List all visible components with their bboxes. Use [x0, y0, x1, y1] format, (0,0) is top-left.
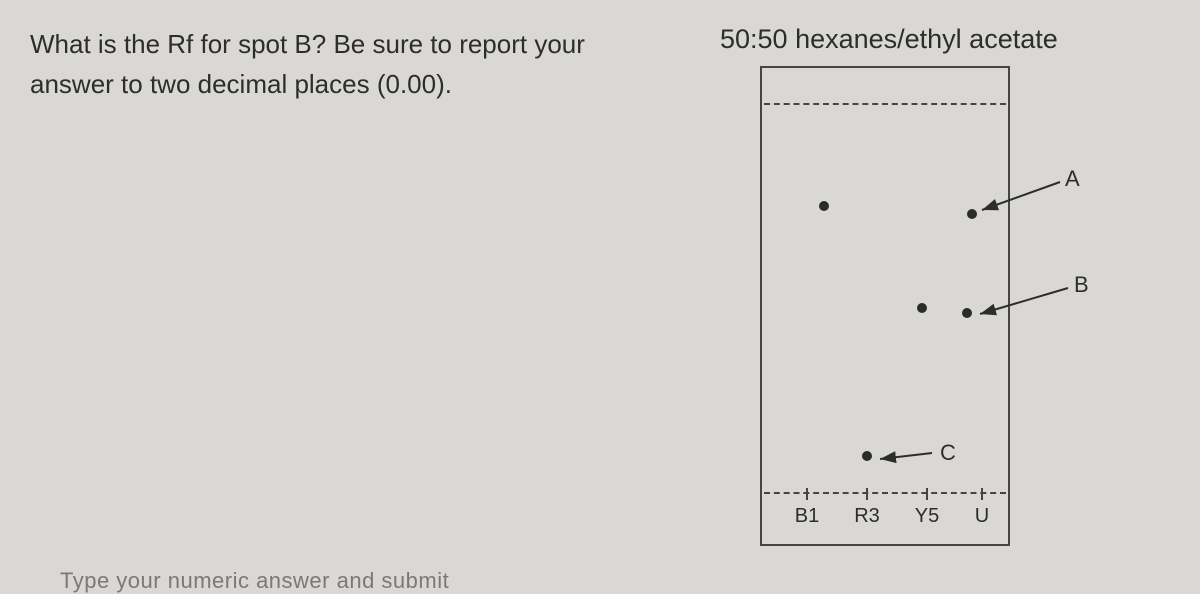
solvent-system-label: 50:50 hexanes/ethyl acetate	[720, 24, 1058, 55]
external-arrows	[760, 66, 1140, 556]
question-text: What is the Rf for spot B? Be sure to re…	[30, 24, 630, 105]
question-line-1: What is the Rf for spot B? Be sure to re…	[30, 24, 630, 64]
answer-hint: Type your numeric answer and submit	[60, 568, 449, 594]
row-label-b: B	[1074, 272, 1089, 298]
row-label-a: A	[1065, 166, 1080, 192]
tlc-diagram: B1 R3 Y5 U C A B	[760, 66, 1140, 556]
question-line-2: answer to two decimal places (0.00).	[30, 64, 630, 104]
